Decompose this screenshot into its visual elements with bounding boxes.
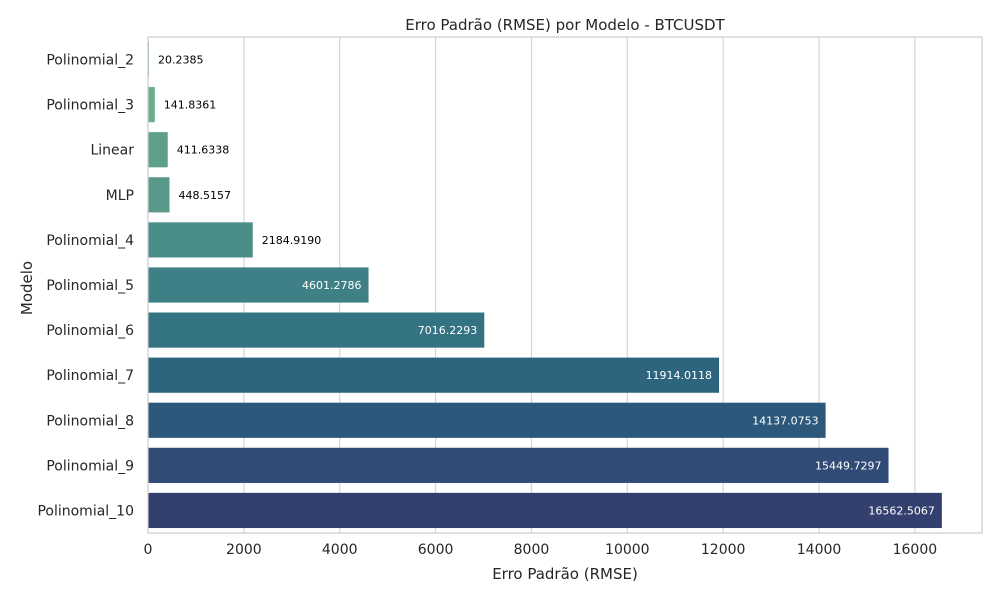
x-tick-label: 0 — [144, 542, 153, 558]
bar-value-label: 14137.0753 — [752, 414, 818, 427]
y-tick-label: Polinomial_10 — [37, 503, 134, 519]
bars — [148, 41, 942, 529]
bar — [148, 357, 720, 393]
chart-title: Erro Padrão (RMSE) por Modelo - BTCUSDT — [405, 16, 725, 34]
x-tick-label: 6000 — [418, 542, 454, 558]
x-tick-label: 10000 — [605, 542, 650, 558]
y-tick-label: Polinomial_5 — [46, 278, 134, 294]
bar-value-label: 141.8361 — [164, 99, 217, 112]
x-tick-label: 2000 — [226, 542, 262, 558]
y-tick-label: Polinomial_7 — [46, 368, 134, 384]
bar-value-label: 15449.7297 — [815, 459, 881, 472]
y-tick-labels: Polinomial_2 Polinomial_3 Linear MLP Polinom… — [37, 53, 134, 520]
y-tick-label: Polinomial_2 — [46, 53, 134, 69]
y-tick-label: Polinomial_6 — [46, 323, 134, 339]
y-tick-label: MLP — [106, 188, 134, 204]
y-axis-label: Modelo — [18, 261, 36, 315]
bar — [148, 87, 155, 123]
bar-value-label: 411.6338 — [177, 144, 230, 157]
bar — [148, 132, 168, 168]
bar-value-label: 16562.5067 — [868, 504, 934, 517]
bar-value-label: 2184.9190 — [262, 234, 322, 247]
x-tick-label: 4000 — [322, 542, 358, 558]
bar — [148, 267, 369, 303]
y-tick-label: Polinomial_9 — [46, 458, 134, 474]
bar-value-label: 11914.0118 — [646, 369, 712, 382]
y-tick-label: Polinomial_8 — [46, 413, 134, 429]
x-tick-label: 8000 — [514, 542, 550, 558]
bar-value-label: 20.2385 — [158, 54, 204, 67]
x-tick-label: 16000 — [893, 542, 938, 558]
bar — [148, 447, 889, 483]
bar — [148, 402, 826, 438]
y-tick-label: Linear — [90, 143, 134, 159]
x-tick-labels: 0 2000 4000 6000 8000 10000 12000 14000 16000 — [144, 542, 938, 558]
bar — [148, 177, 170, 213]
plot-frame — [147, 36, 983, 534]
y-tick-label: Polinomial_3 — [46, 98, 134, 114]
bar — [148, 492, 942, 529]
bar-value-label: 448.5157 — [178, 189, 231, 202]
value-labels: 20.2385 141.8361 411.6338 448.5157 2184.9190… — [158, 54, 935, 518]
x-tick-label: 12000 — [701, 542, 746, 558]
x-tick-label: 14000 — [797, 542, 842, 558]
bar — [148, 312, 485, 348]
bar — [148, 222, 253, 258]
y-tick-label: Polinomial_4 — [46, 233, 134, 249]
bar-value-label: 7016.2293 — [418, 324, 478, 337]
x-axis-label: Erro Padrão (RMSE) — [492, 565, 638, 583]
bar-value-label: 4601.2786 — [302, 279, 362, 292]
